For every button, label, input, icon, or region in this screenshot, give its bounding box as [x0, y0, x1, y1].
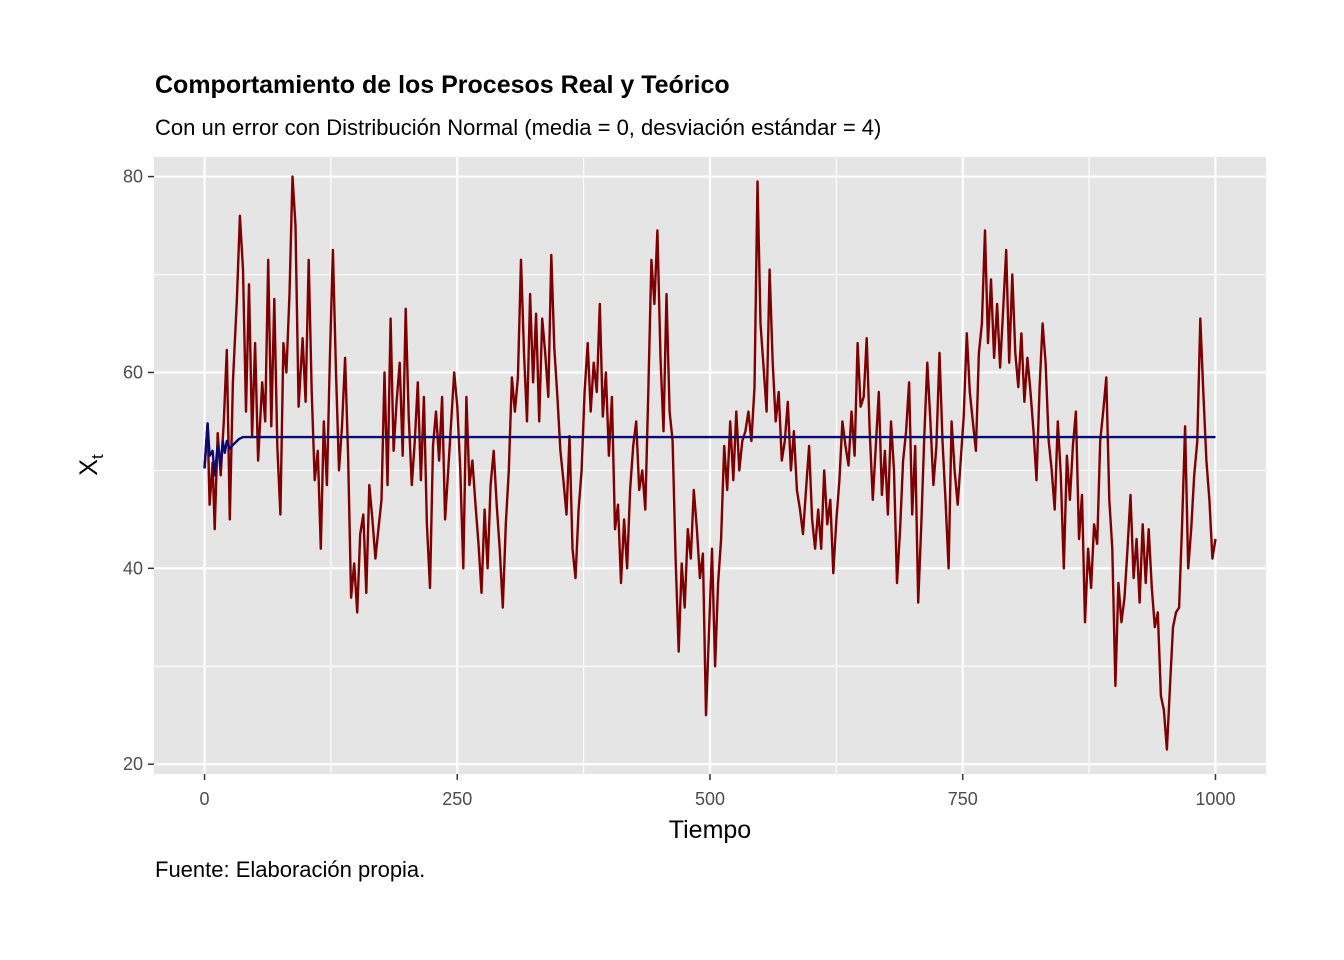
- chart-title: Comportamiento de los Procesos Real y Te…: [155, 71, 730, 99]
- x-tick-label: 750: [948, 789, 978, 809]
- y-tick-label: 60: [123, 362, 143, 382]
- y-tick-label: 20: [123, 754, 143, 774]
- y-axis-title-main: X: [75, 459, 103, 476]
- x-tick-label: 500: [695, 789, 725, 809]
- y-tick-label: 40: [123, 558, 143, 578]
- y-axis-title: Xt: [75, 454, 107, 476]
- y-tick-label: 80: [123, 167, 143, 187]
- series-line-1: [203, 175, 1217, 751]
- y-axis-title-subscript: t: [88, 454, 107, 459]
- x-tick-label: 250: [442, 789, 472, 809]
- series-line-2: [203, 422, 1216, 477]
- x-tick-label: 0: [200, 789, 210, 809]
- chart-caption: Fuente: Elaboración propia.: [155, 857, 426, 882]
- grid-lines: [154, 157, 1266, 774]
- series-lines: [203, 175, 1217, 751]
- axes: 0 250 500 750 1000 20 40 60 80: [123, 167, 1236, 809]
- x-axis-title: Tiempo: [669, 816, 751, 844]
- chart-subtitle: Con un error con Distribución Normal (me…: [155, 115, 882, 140]
- x-tick-label: 1000: [1195, 789, 1235, 809]
